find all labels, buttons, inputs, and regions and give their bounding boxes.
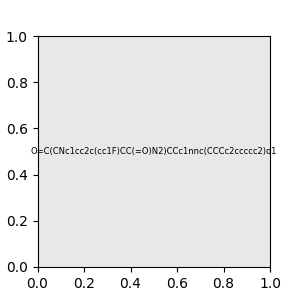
Text: O=C(CNc1cc2c(cc1F)CC(=O)N2)CCc1nnc(CCCc2ccccc2)o1: O=C(CNc1cc2c(cc1F)CC(=O)N2)CCc1nnc(CCCc2… <box>31 147 277 156</box>
